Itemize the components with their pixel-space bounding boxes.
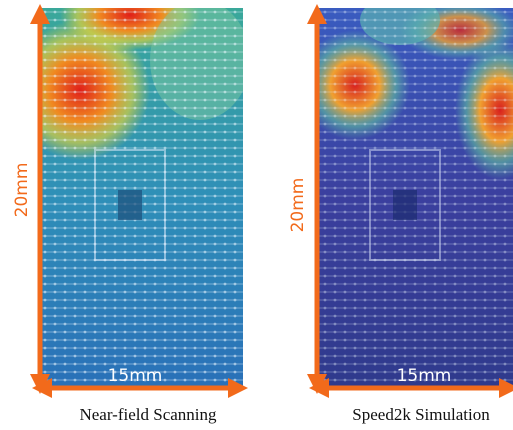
heatmap-image xyxy=(300,0,513,390)
height-label: 20mm xyxy=(12,163,32,218)
caption: Speed2k Simulation xyxy=(352,405,490,424)
caption: Near-field Scanning xyxy=(79,405,217,424)
width-label: 15mm xyxy=(108,366,163,386)
width-label: 15mm xyxy=(397,366,452,386)
heatmap-image xyxy=(10,0,250,390)
height-label: 20mm xyxy=(288,178,308,233)
figure: 20mm 15mm Near-field Scanning 20mm 15mm … xyxy=(0,0,513,430)
